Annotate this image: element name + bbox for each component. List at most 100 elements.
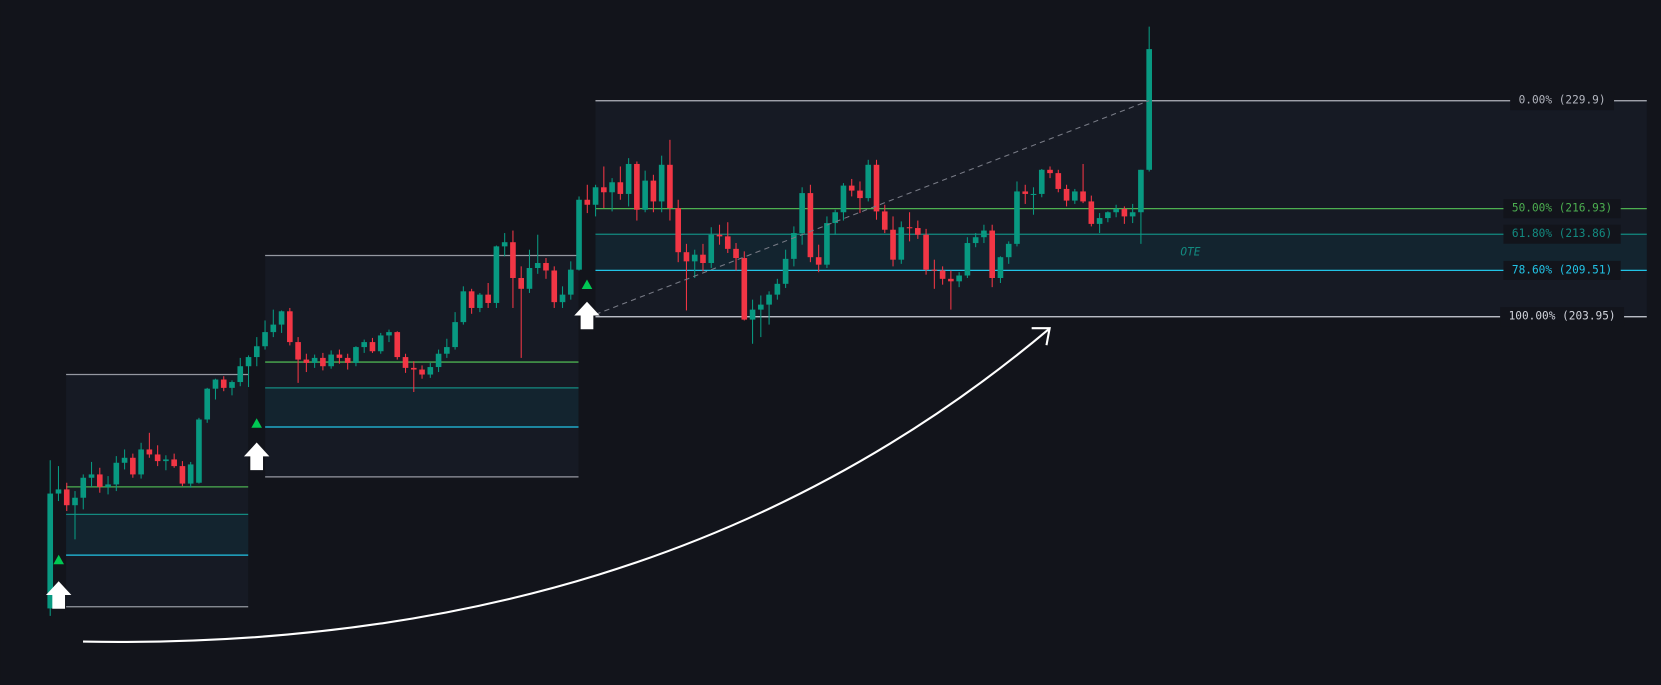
triangle (251, 418, 262, 428)
candle-body (923, 234, 929, 270)
candle-body (774, 283, 781, 295)
candle-body (468, 291, 475, 308)
candle-body (501, 242, 508, 247)
candle-body (898, 227, 905, 260)
candle-body (63, 489, 70, 506)
candle-body (113, 462, 120, 485)
candle-body (691, 254, 698, 262)
candle-body (146, 449, 153, 455)
fib-label-bg (1500, 307, 1625, 327)
candle-body (427, 367, 434, 375)
fib-label-bg (1503, 224, 1621, 244)
candle-body (989, 230, 995, 278)
candle-body (138, 449, 144, 475)
candle-body (890, 229, 896, 260)
candle-body (1146, 49, 1152, 170)
candle-body (88, 474, 95, 478)
candle-body (733, 248, 739, 259)
curved-arrow (83, 328, 1050, 643)
candle-body (526, 268, 533, 289)
candle-body (410, 367, 417, 370)
candle-body (956, 275, 962, 282)
candle-body (716, 234, 723, 237)
candle-body (658, 164, 665, 202)
candle-body (807, 193, 814, 258)
candle-body (204, 388, 211, 420)
candle-body (303, 359, 310, 363)
candle-body (452, 322, 458, 348)
candle-body (493, 246, 500, 303)
candle-body (485, 294, 491, 303)
candle-body (857, 190, 863, 199)
fib-label-bg (1503, 260, 1621, 280)
candle-body (270, 324, 277, 333)
fib-label-bg (1510, 91, 1615, 111)
candle-body (237, 366, 244, 383)
up-arrow (574, 301, 600, 330)
candle-body (815, 257, 822, 265)
fib-label: 100.00% (203.95) (1509, 310, 1616, 323)
candle-body (741, 258, 748, 320)
candle-body (361, 342, 368, 348)
candle-body (278, 311, 285, 325)
candle-body (105, 484, 111, 487)
candle-body (964, 243, 971, 276)
triangle (53, 554, 64, 565)
fib-label: 0.00% (229.9) (1519, 94, 1606, 107)
candle-body (559, 294, 566, 303)
candle-body (700, 254, 706, 264)
candle-body (592, 187, 599, 205)
fib-trend-line (595, 100, 1150, 315)
candle-body (1047, 169, 1053, 174)
candle-body (576, 199, 582, 270)
candle-body (353, 347, 359, 363)
candle-body (295, 342, 301, 360)
candle-body (981, 230, 987, 238)
candle-body (311, 357, 318, 363)
candle-body (154, 454, 161, 462)
candle-body (369, 342, 376, 352)
signal-triangles (53, 279, 593, 565)
candle-body (336, 354, 343, 358)
candle-body (1063, 188, 1070, 201)
candle-body (972, 237, 979, 244)
candle-body (179, 466, 186, 484)
candle-body (931, 269, 938, 271)
candle-body (121, 457, 128, 463)
ote-zone (595, 234, 1647, 271)
candle-body (1055, 173, 1062, 189)
candle-body (1005, 243, 1012, 258)
candle-body (708, 234, 715, 264)
candle-body (1072, 191, 1078, 201)
candle-body (997, 257, 1004, 278)
candle-body (460, 291, 467, 323)
candle-body (609, 182, 615, 193)
candle-body (634, 163, 640, 210)
candle-body (394, 332, 401, 358)
candle-body (262, 332, 268, 347)
fib-box (66, 374, 249, 607)
curved-arrow-head (1031, 327, 1051, 346)
candle-body (906, 227, 913, 229)
candle-body (220, 379, 227, 388)
candle-body (1080, 191, 1086, 202)
candle-body (328, 354, 334, 367)
candle-body (948, 278, 954, 282)
candle-body (766, 294, 772, 305)
candle-body (881, 211, 888, 230)
candle-body (567, 269, 574, 295)
candle-body (782, 258, 789, 284)
candle-body (1105, 212, 1111, 219)
candle-body (419, 369, 425, 375)
candle-body (1014, 191, 1020, 244)
candle-body (543, 263, 549, 271)
candle-body (848, 185, 855, 191)
candle-body (245, 357, 252, 367)
candle-body (601, 187, 607, 193)
fib-label: 61.80% (213.86) (1512, 227, 1612, 240)
candle-body (1022, 191, 1029, 194)
candle-body (96, 474, 103, 487)
candle-body (758, 304, 764, 310)
candle-body (865, 164, 872, 199)
candle-body (187, 464, 194, 484)
